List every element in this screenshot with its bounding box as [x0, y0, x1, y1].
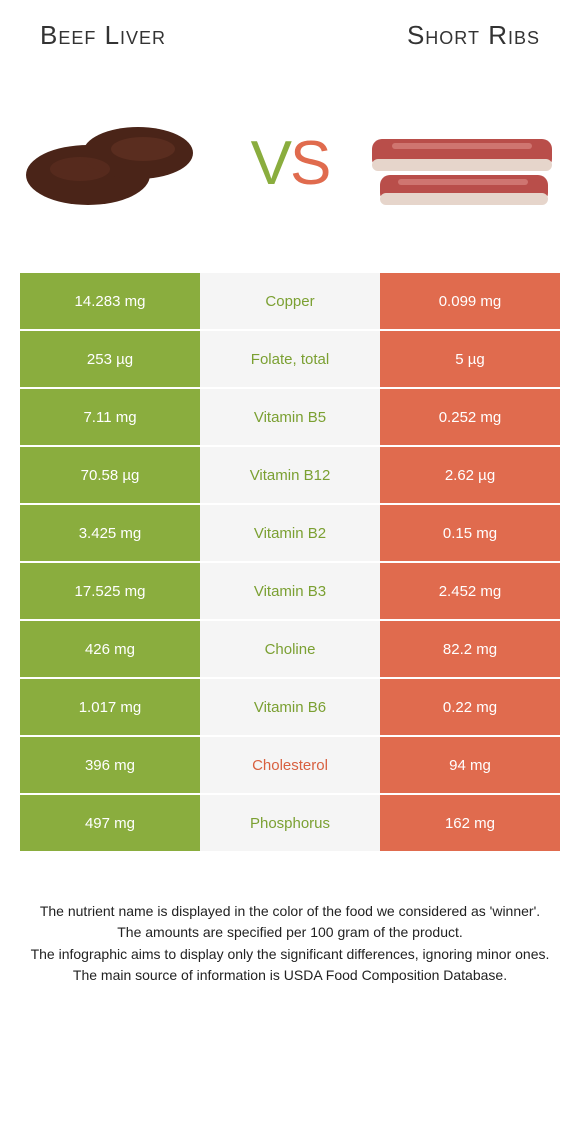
table-row: 253 µgFolate, total5 µg [20, 331, 560, 387]
left-value-cell: 7.11 mg [20, 389, 200, 445]
short-ribs-icon [362, 103, 562, 223]
footer-line-3: The infographic aims to display only the… [30, 944, 550, 964]
nutrition-comparison-table: 14.283 mgCopper0.099 mg253 µgFolate, tot… [20, 273, 560, 851]
right-value-cell: 5 µg [380, 331, 560, 387]
right-value-cell: 162 mg [380, 795, 560, 851]
right-value-cell: 0.15 mg [380, 505, 560, 561]
left-value-cell: 497 mg [20, 795, 200, 851]
nutrient-label-cell: Vitamin B5 [200, 389, 380, 445]
right-value-cell: 2.452 mg [380, 563, 560, 619]
nutrient-label-cell: Vitamin B12 [200, 447, 380, 503]
nutrient-label-cell: Phosphorus [200, 795, 380, 851]
nutrient-label-cell: Folate, total [200, 331, 380, 387]
table-row: 17.525 mgVitamin B32.452 mg [20, 563, 560, 619]
table-row: 70.58 µgVitamin B122.62 µg [20, 447, 560, 503]
header-row: Beef Liver Short Ribs [0, 0, 580, 63]
beef-liver-icon [18, 103, 218, 223]
footer-line-1: The nutrient name is displayed in the co… [30, 901, 550, 921]
right-value-cell: 2.62 µg [380, 447, 560, 503]
nutrient-label-cell: Vitamin B6 [200, 679, 380, 735]
footer-line-2: The amounts are specified per 100 gram o… [30, 922, 550, 942]
table-row: 497 mgPhosphorus162 mg [20, 795, 560, 851]
right-value-cell: 94 mg [380, 737, 560, 793]
left-value-cell: 253 µg [20, 331, 200, 387]
left-food-image [18, 103, 218, 223]
table-row: 1.017 mgVitamin B60.22 mg [20, 679, 560, 735]
left-value-cell: 3.425 mg [20, 505, 200, 561]
nutrient-label-cell: Cholesterol [200, 737, 380, 793]
nutrient-label-cell: Vitamin B3 [200, 563, 380, 619]
vs-letter-v: V [251, 129, 290, 198]
left-value-cell: 17.525 mg [20, 563, 200, 619]
nutrient-label-cell: Choline [200, 621, 380, 677]
table-row: 3.425 mgVitamin B20.15 mg [20, 505, 560, 561]
left-value-cell: 1.017 mg [20, 679, 200, 735]
vs-label: VS [251, 128, 330, 199]
right-food-title: Short Ribs [407, 20, 540, 51]
table-row: 396 mgCholesterol94 mg [20, 737, 560, 793]
right-value-cell: 0.252 mg [380, 389, 560, 445]
table-row: 14.283 mgCopper0.099 mg [20, 273, 560, 329]
left-value-cell: 70.58 µg [20, 447, 200, 503]
right-value-cell: 0.099 mg [380, 273, 560, 329]
left-food-title: Beef Liver [40, 20, 166, 51]
vs-letter-s: S [290, 129, 329, 198]
right-value-cell: 0.22 mg [380, 679, 560, 735]
left-value-cell: 14.283 mg [20, 273, 200, 329]
table-row: 426 mgCholine82.2 mg [20, 621, 560, 677]
nutrient-label-cell: Vitamin B2 [200, 505, 380, 561]
left-value-cell: 426 mg [20, 621, 200, 677]
images-row: VS [0, 63, 580, 273]
footer-line-4: The main source of information is USDA F… [30, 965, 550, 985]
footer-notes: The nutrient name is displayed in the co… [0, 853, 580, 985]
right-value-cell: 82.2 mg [380, 621, 560, 677]
table-row: 7.11 mgVitamin B50.252 mg [20, 389, 560, 445]
right-food-image [362, 103, 562, 223]
nutrient-label-cell: Copper [200, 273, 380, 329]
left-value-cell: 396 mg [20, 737, 200, 793]
